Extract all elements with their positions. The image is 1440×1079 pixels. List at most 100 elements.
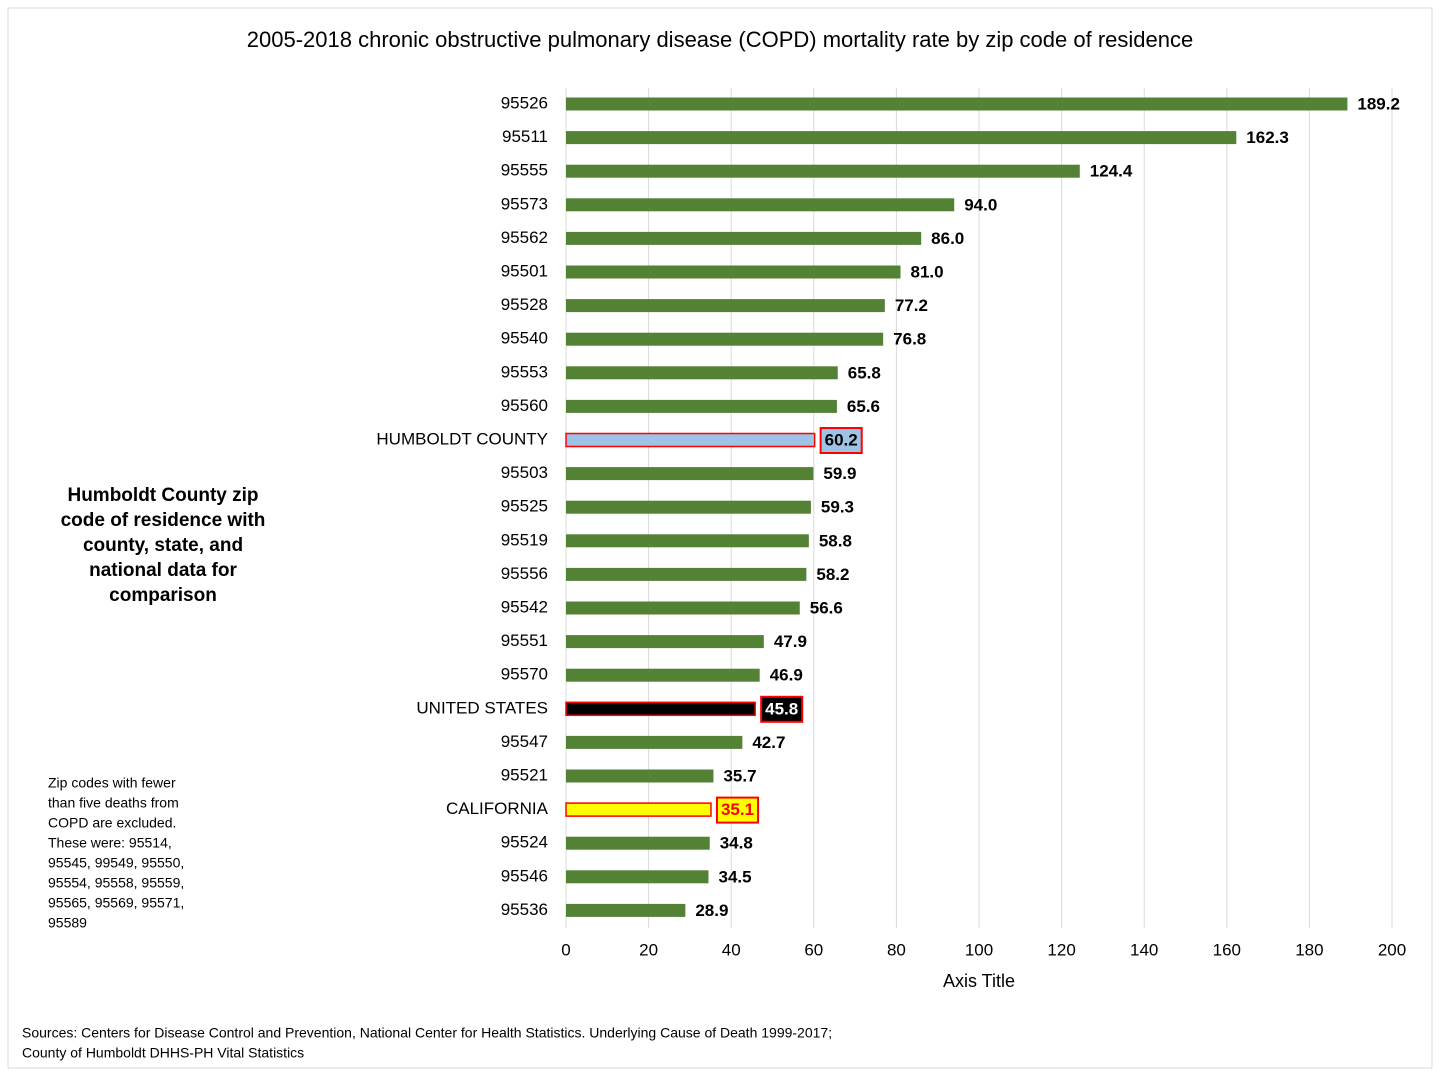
value-label: 94.0: [964, 195, 997, 214]
exclusion-note: These were: 95514,: [48, 835, 172, 851]
y-tick-label: UNITED STATES: [416, 698, 548, 717]
value-label: 189.2: [1357, 94, 1400, 113]
y-tick-label: 95546: [501, 866, 548, 885]
y-tick-label: 95528: [501, 295, 548, 314]
bar: [566, 534, 809, 548]
chart-title: 2005-2018 chronic obstructive pulmonary …: [247, 27, 1193, 52]
x-tick-label: 140: [1130, 940, 1158, 959]
y-tick-label: 95560: [501, 396, 548, 415]
x-tick-label: 120: [1047, 940, 1075, 959]
bar: [565, 701, 756, 717]
bar: [566, 97, 1348, 111]
value-label-box: [819, 427, 863, 454]
x-axis-title: Axis Title: [943, 971, 1015, 991]
x-tick-label: 100: [965, 940, 993, 959]
x-tick-label: 80: [887, 940, 906, 959]
exclusion-note: COPD are excluded.: [48, 815, 176, 831]
y-tick-label: 95573: [501, 194, 548, 213]
y-tick-label: 95542: [501, 597, 548, 616]
side-note: code of residence with: [61, 510, 266, 531]
exclusion-note: than five deaths from: [48, 795, 179, 811]
x-tick-label: 40: [722, 940, 741, 959]
value-label: 124.4: [1090, 162, 1133, 181]
bar: [566, 735, 743, 749]
bar: [566, 769, 714, 783]
exclusion-note: 95554, 95558, 95559,: [48, 875, 184, 891]
y-tick-label: 95501: [501, 261, 548, 280]
bar: [566, 500, 811, 514]
value-label: 58.8: [819, 531, 852, 550]
x-tick-label: 20: [639, 940, 658, 959]
bar: [566, 567, 807, 581]
bar: [566, 198, 955, 212]
y-tick-label: 95553: [501, 362, 548, 381]
value-label: 45.8: [765, 699, 798, 718]
bar: [566, 601, 800, 615]
bar: [566, 231, 922, 245]
y-tick-label: 95555: [501, 161, 548, 180]
bar: [566, 668, 760, 682]
value-label: 81.0: [911, 262, 944, 281]
bar: [566, 265, 901, 279]
bar: [565, 432, 816, 448]
value-label: 42.7: [752, 733, 785, 752]
bar: [566, 332, 884, 346]
value-label: 35.7: [723, 766, 756, 785]
bar: [566, 903, 686, 917]
value-label: 65.6: [847, 397, 880, 416]
side-note: comparison: [109, 585, 217, 606]
y-tick-label: 95503: [501, 463, 548, 482]
value-label: 77.2: [895, 296, 928, 315]
bar: [566, 870, 709, 884]
y-tick-label: 95521: [501, 765, 548, 784]
value-label: 76.8: [893, 330, 926, 349]
bar: [566, 131, 1237, 145]
value-label-box: [760, 695, 804, 723]
value-label: 59.9: [823, 464, 856, 483]
bar: [566, 299, 885, 313]
exclusion-note: 95589: [48, 915, 87, 931]
bar: [566, 836, 710, 850]
value-label: 56.6: [810, 598, 843, 617]
value-label: 65.8: [848, 363, 881, 382]
y-tick-label: CALIFORNIA: [446, 799, 549, 818]
exclusion-note: 95565, 95569, 95571,: [48, 895, 184, 911]
exclusion-note: Zip codes with fewer: [48, 775, 176, 791]
x-tick-label: 160: [1213, 940, 1241, 959]
value-label: 46.9: [770, 666, 803, 685]
y-tick-label: 95547: [501, 732, 548, 751]
y-tick-label: 95540: [501, 329, 548, 348]
y-tick-label: 95519: [501, 530, 548, 549]
x-tick-label: 200: [1378, 940, 1406, 959]
sources: County of Humboldt DHHS-PH Vital Statist…: [22, 1045, 304, 1061]
bar: [566, 366, 838, 380]
value-label: 35.1: [721, 800, 754, 819]
value-label: 60.2: [825, 430, 858, 449]
bar: [566, 635, 764, 649]
side-note: national data for: [89, 560, 237, 581]
x-tick-label: 180: [1295, 940, 1323, 959]
value-label: 28.9: [695, 901, 728, 920]
y-tick-label: 95551: [501, 631, 548, 650]
exclusion-note: 95545, 99549, 95550,: [48, 855, 184, 871]
bar: [566, 164, 1080, 178]
bar: [566, 467, 814, 481]
value-label-box: [715, 796, 760, 824]
y-tick-label: 95511: [502, 127, 548, 146]
y-tick-label: 95562: [501, 228, 548, 247]
side-note: county, state, and: [83, 535, 243, 556]
y-tick-label: 95556: [501, 564, 548, 583]
value-label: 162.3: [1246, 128, 1289, 147]
y-tick-label: HUMBOLDT COUNTY: [376, 429, 548, 448]
x-tick-label: 60: [804, 940, 823, 959]
bar: [565, 802, 712, 817]
y-tick-label: 95524: [501, 833, 548, 852]
value-label: 58.2: [816, 565, 849, 584]
sources: Sources: Centers for Disease Control and…: [22, 1025, 832, 1041]
x-tick-label: 0: [561, 940, 570, 959]
y-tick-label: 95536: [501, 900, 548, 919]
y-tick-label: 95526: [501, 93, 548, 112]
value-label: 47.9: [774, 632, 807, 651]
value-label: 34.5: [718, 867, 751, 886]
